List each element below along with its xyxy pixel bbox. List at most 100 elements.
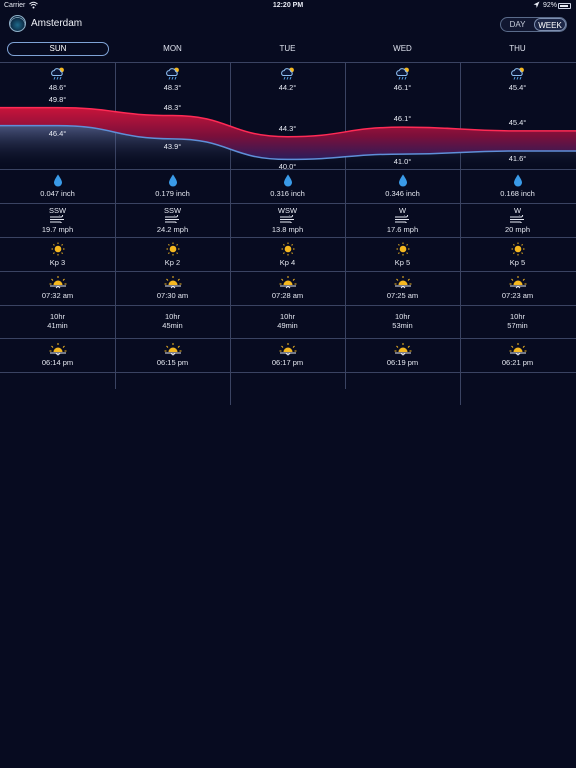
high-temp-label: 46.1° bbox=[393, 114, 412, 124]
wind-direction: SSW bbox=[163, 206, 182, 215]
cloud-rain-sun-icon bbox=[460, 66, 575, 83]
avg-temp: 46.1° bbox=[393, 83, 412, 92]
wind-speed: 19.7 mph bbox=[41, 225, 74, 234]
low-temp-label: 43.9° bbox=[163, 141, 182, 151]
row-divider bbox=[0, 372, 576, 373]
app-logo-icon[interactable] bbox=[9, 15, 26, 32]
sunrise-icon bbox=[0, 275, 115, 291]
precipitation-value: 0.168 inch bbox=[500, 189, 535, 198]
location-title[interactable]: Amsterdam bbox=[31, 18, 83, 29]
day-tab-tue[interactable]: TUE bbox=[279, 44, 296, 53]
wind-icon bbox=[460, 213, 575, 226]
raindrop-icon bbox=[230, 174, 345, 189]
sunset-icon bbox=[0, 342, 115, 358]
sunset-time: 06:15 pm bbox=[156, 358, 189, 367]
wind-icon bbox=[230, 213, 345, 226]
kp-index: Kp 3 bbox=[49, 258, 66, 267]
temperature-chart bbox=[0, 106, 576, 170]
sunrise-icon bbox=[460, 275, 575, 291]
cloud-rain-sun-icon bbox=[230, 66, 345, 83]
avg-temp: 44.2° bbox=[278, 83, 297, 92]
cloud-rain-sun-icon bbox=[345, 66, 460, 83]
avg-temp: 45.4° bbox=[508, 83, 527, 92]
wind-direction: W bbox=[398, 206, 407, 215]
wind-icon bbox=[0, 213, 115, 226]
kp-index: Kp 5 bbox=[394, 258, 411, 267]
location-arrow-icon bbox=[533, 1, 540, 11]
high-temp-label: 49.8° bbox=[48, 94, 67, 104]
high-temp-label: 44.3° bbox=[278, 123, 297, 133]
wind-speed: 20 mph bbox=[504, 225, 531, 234]
sunrise-time: 07:25 am bbox=[386, 291, 419, 300]
day-tab-wed[interactable]: WED bbox=[393, 44, 412, 53]
wind-icon bbox=[115, 213, 230, 226]
sunset-time: 06:14 pm bbox=[41, 358, 74, 367]
sunrise-time: 07:28 am bbox=[271, 291, 304, 300]
sunset-time: 06:19 pm bbox=[386, 358, 419, 367]
day-toggle-button[interactable]: DAY bbox=[509, 20, 526, 29]
column-divider bbox=[230, 62, 231, 405]
high-temp-line bbox=[0, 106, 576, 138]
precipitation-value: 0.179 inch bbox=[155, 189, 190, 198]
day-tab-thu[interactable]: THU bbox=[509, 44, 526, 53]
sunrise-time: 07:32 am bbox=[41, 291, 74, 300]
raindrop-icon bbox=[0, 174, 115, 189]
wind-direction: SSW bbox=[48, 206, 67, 215]
kp-index: Kp 4 bbox=[279, 258, 296, 267]
daylight-hours: 10hr bbox=[279, 312, 295, 321]
avg-temp: 48.6° bbox=[48, 83, 67, 92]
wifi-icon bbox=[29, 1, 38, 11]
kp-index: Kp 2 bbox=[164, 258, 181, 267]
row-divider bbox=[0, 62, 576, 63]
status-bar: Carrier 12:20 PM 92% bbox=[0, 0, 576, 12]
wind-direction: W bbox=[513, 206, 522, 215]
sunrise-icon bbox=[115, 275, 230, 291]
sunset-time: 06:21 pm bbox=[501, 358, 534, 367]
precipitation-value: 0.047 inch bbox=[40, 189, 75, 198]
low-temp-line bbox=[0, 124, 576, 161]
daylight-hours: 10hr bbox=[509, 312, 525, 321]
day-tab-mon[interactable]: MON bbox=[163, 44, 182, 53]
kp-index: Kp 5 bbox=[509, 258, 526, 267]
wind-speed: 17.6 mph bbox=[386, 225, 419, 234]
week-toggle-button[interactable]: WEEK bbox=[534, 18, 566, 31]
daylight-minutes: 53min bbox=[392, 321, 413, 330]
daylight-hours: 10hr bbox=[49, 312, 65, 321]
sun-icon bbox=[115, 242, 230, 258]
daylight-minutes: 45min bbox=[162, 321, 183, 330]
sunset-time: 06:17 pm bbox=[271, 358, 304, 367]
day-tab-sun[interactable]: SUN bbox=[7, 42, 109, 56]
raindrop-icon bbox=[345, 174, 460, 189]
sunrise-time: 07:30 am bbox=[156, 291, 189, 300]
column-divider bbox=[345, 62, 346, 389]
sunset-icon bbox=[115, 342, 230, 358]
row-divider bbox=[0, 203, 576, 204]
row-divider bbox=[0, 338, 576, 339]
high-low-band bbox=[0, 107, 576, 160]
wind-speed: 13.8 mph bbox=[271, 225, 304, 234]
column-divider bbox=[460, 62, 461, 405]
raindrop-icon bbox=[460, 174, 575, 189]
raindrop-icon bbox=[115, 174, 230, 189]
row-divider bbox=[0, 271, 576, 272]
column-divider bbox=[115, 62, 116, 389]
low-temp-label: 41.0° bbox=[393, 157, 412, 167]
wind-icon bbox=[345, 213, 460, 226]
sunset-icon bbox=[345, 342, 460, 358]
sunrise-time: 07:23 am bbox=[501, 291, 534, 300]
daylight-minutes: 41min bbox=[47, 321, 68, 330]
status-time: 12:20 PM bbox=[272, 2, 304, 9]
day-week-toggle[interactable]: DAY WEEK bbox=[500, 17, 567, 32]
precipitation-value: 0.346 inch bbox=[385, 189, 420, 198]
precipitation-value: 0.316 inch bbox=[270, 189, 305, 198]
sunset-icon bbox=[230, 342, 345, 358]
low-area bbox=[0, 125, 576, 170]
sun-icon bbox=[345, 242, 460, 258]
daylight-minutes: 57min bbox=[507, 321, 528, 330]
low-temp-label: 40.0° bbox=[278, 162, 297, 172]
daylight-minutes: 49min bbox=[277, 321, 298, 330]
row-divider bbox=[0, 237, 576, 238]
battery-icon bbox=[558, 3, 571, 9]
sun-icon bbox=[0, 242, 115, 258]
low-temp-label: 41.6° bbox=[508, 153, 527, 163]
